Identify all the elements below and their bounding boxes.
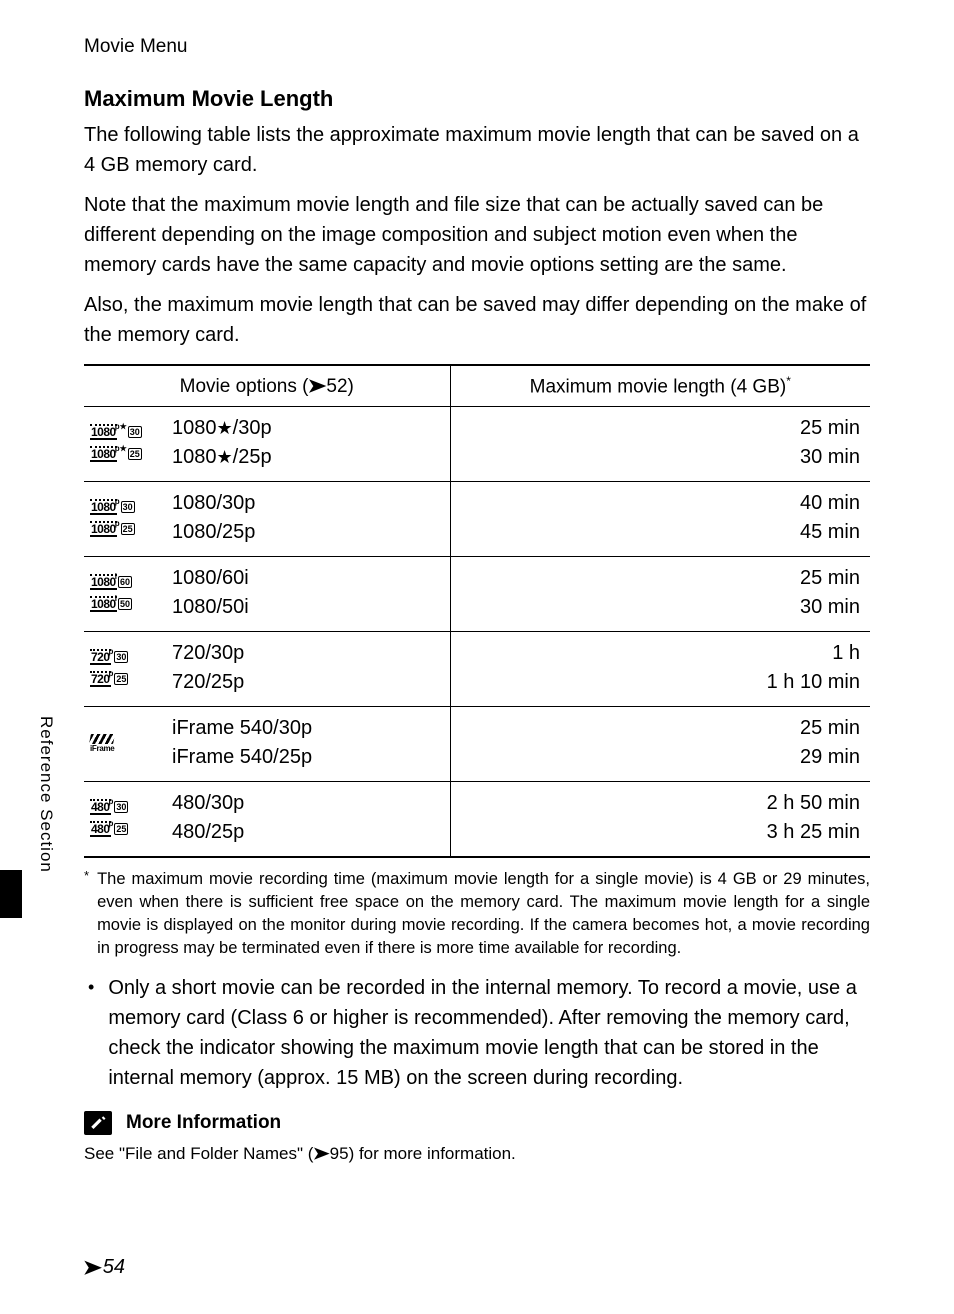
table-row: 1080p★30 1080p★25 1080★/30p1080★/25p 25 min…: [84, 407, 870, 482]
length-cell: 25 min30 min: [450, 407, 870, 482]
table-header-options: Movie options (➤52): [84, 365, 450, 407]
option-cell: 1080p30 1080p25 1080/30p1080/25p: [84, 482, 450, 557]
th-options-prefix: Movie options (: [180, 376, 309, 397]
resolution-icon: 720p30: [90, 648, 128, 666]
page-number-value: 54: [103, 1256, 125, 1279]
length-value: 25 min: [800, 715, 860, 742]
option-label: 1080★/30p: [172, 415, 272, 442]
resolution-icon: 1080p★30: [90, 423, 142, 441]
more-info-body: See "File and Folder Names" (➤95) for mo…: [84, 1141, 870, 1167]
table-row: 1080i60 1080i50 1080/60i1080/50i 25 min30 m…: [84, 557, 870, 632]
footnote-marker: *: [84, 868, 89, 959]
option-label: 720/25p: [172, 669, 244, 696]
ref-icon: ➤: [313, 1141, 330, 1167]
resolution-icon: 720p25: [90, 670, 128, 688]
th-options-ref: 52: [326, 376, 347, 397]
more-info-heading: More Information: [84, 1111, 870, 1135]
table-row: iFrame iFrame 540/30piFrame 540/25p 25 min…: [84, 707, 870, 782]
more-info-ref: 95: [330, 1144, 349, 1163]
th-options-suffix: ): [348, 376, 354, 397]
paragraph-1: The following table lists the approximat…: [84, 120, 870, 180]
resolution-icon: 1080i60: [90, 573, 132, 591]
footnote-text: The maximum movie recording time (maximu…: [97, 868, 870, 959]
star-icon: ★: [217, 418, 233, 438]
option-cell: 480p30 480p25 480/30p480/25p: [84, 782, 450, 858]
table-row: 480p30 480p25 480/30p480/25p 2 h 50 min3 h …: [84, 782, 870, 858]
bullet-item: • Only a short movie can be recorded in …: [84, 973, 870, 1093]
option-label: 1080/60i: [172, 565, 249, 592]
paragraph-2: Note that the maximum movie length and f…: [84, 190, 870, 280]
length-cell: 25 min29 min: [450, 707, 870, 782]
th-length-text: Maximum movie length (4 GB): [530, 376, 787, 397]
option-cell: 1080i60 1080i50 1080/60i1080/50i: [84, 557, 450, 632]
resolution-icon: 1080p30: [90, 498, 135, 516]
th-length-sup: *: [786, 374, 791, 388]
more-info-suffix: ) for more information.: [349, 1144, 516, 1163]
resolution-icon: 1080p25: [90, 520, 135, 538]
length-value: 30 min: [800, 444, 860, 471]
length-value: 40 min: [800, 490, 860, 517]
option-label: 1080/50i: [172, 594, 249, 621]
resolution-icon: 480p25: [90, 820, 128, 838]
length-cell: 2 h 50 min3 h 25 min: [450, 782, 870, 858]
option-cell: iFrame iFrame 540/30piFrame 540/25p: [84, 707, 450, 782]
section-title: Maximum Movie Length: [84, 86, 870, 112]
iframe-icon: iFrame: [90, 734, 114, 753]
table-row: 720p30 720p25 720/30p720/25p 1 h1 h 10 min: [84, 632, 870, 707]
length-cell: 1 h1 h 10 min: [450, 632, 870, 707]
star-icon: ★: [217, 447, 233, 467]
resolution-icon: 1080i50: [90, 595, 132, 613]
table-header-length: Maximum movie length (4 GB)*: [450, 365, 870, 407]
option-cell: 1080p★30 1080p★25 1080★/30p1080★/25p: [84, 407, 450, 482]
page-number: ➤54: [84, 1255, 125, 1280]
table-row: 1080p30 1080p25 1080/30p1080/25p 40 min45 m…: [84, 482, 870, 557]
length-value: 25 min: [800, 565, 860, 592]
paragraph-3: Also, the maximum movie length that can …: [84, 290, 870, 350]
length-value: 2 h 50 min: [767, 790, 860, 817]
length-value: 29 min: [800, 744, 860, 771]
resolution-icon: 1080p★25: [90, 445, 142, 463]
more-info-prefix: See "File and Folder Names" (: [84, 1144, 313, 1163]
length-value: 3 h 25 min: [767, 819, 860, 846]
length-value: 25 min: [800, 415, 860, 442]
page: Movie Menu Maximum Movie Length The foll…: [0, 0, 954, 1207]
length-value: 30 min: [800, 594, 860, 621]
more-info-title: More Information: [126, 1112, 281, 1134]
resolution-icon: 480p30: [90, 798, 128, 816]
bullet-text: Only a short movie can be recorded in th…: [108, 973, 870, 1093]
length-value: 1 h 10 min: [767, 669, 860, 696]
option-cell: 720p30 720p25 720/30p720/25p: [84, 632, 450, 707]
option-label: 1080/30p: [172, 490, 255, 517]
length-cell: 25 min30 min: [450, 557, 870, 632]
page-header: Movie Menu: [84, 36, 870, 58]
ref-icon: ➤: [308, 375, 327, 398]
option-label: 480/30p: [172, 790, 244, 817]
option-label: 1080★/25p: [172, 444, 272, 471]
length-cell: 40 min45 min: [450, 482, 870, 557]
option-label: 720/30p: [172, 640, 244, 667]
option-label: 480/25p: [172, 819, 244, 846]
ref-icon: ➤: [83, 1255, 102, 1280]
option-label: iFrame 540/30p: [172, 715, 312, 742]
option-label: iFrame 540/25p: [172, 744, 312, 771]
option-label: 1080/25p: [172, 519, 255, 546]
length-value: 1 h: [832, 640, 860, 667]
pencil-icon: [84, 1111, 112, 1135]
bullet-dot: •: [84, 973, 94, 1093]
movie-length-table: Movie options (➤52) Maximum movie length…: [84, 364, 870, 858]
footnote: * The maximum movie recording time (maxi…: [84, 868, 870, 959]
length-value: 45 min: [800, 519, 860, 546]
